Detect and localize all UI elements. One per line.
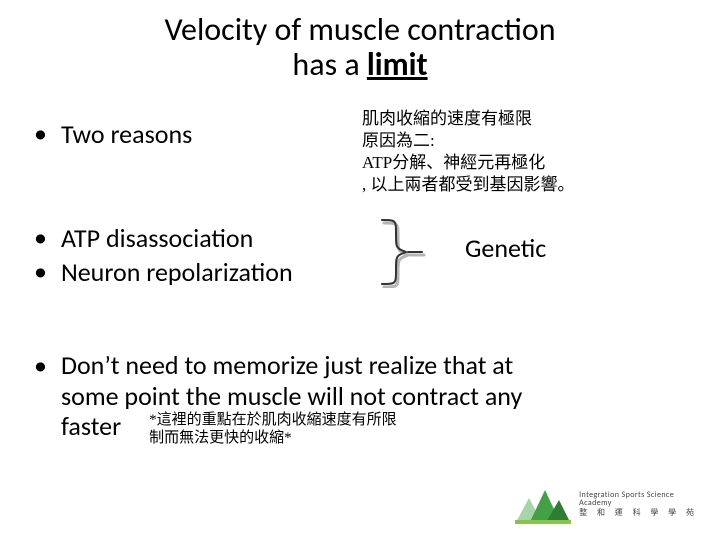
two-reasons-bullet: • Two reasons	[34, 118, 192, 150]
slide: Velocity of muscle contraction has a lim…	[0, 0, 720, 540]
curly-brace-icon	[376, 216, 426, 288]
bullet-icon: •	[34, 222, 47, 253]
dont-text: Don’t need to memorize just realize that…	[61, 350, 522, 447]
cn2-line-1: *這裡的重點在於肌肉收縮速度有所限	[149, 411, 397, 429]
bullet-icon: •	[34, 256, 47, 287]
chinese-annotation-2: *這裡的重點在於肌肉收縮速度有所限 制而無法更快的收縮*	[149, 411, 397, 447]
cn2-line-2: 制而無法更快的收縮*	[149, 429, 397, 447]
dont-line-1: Don’t need to memorize just realize that…	[61, 350, 522, 381]
cn1-line-2: 原因為二:	[362, 130, 575, 152]
dont-line-3: faster	[61, 411, 121, 442]
cn1-line-3: ATP分解、神經元再極化	[362, 152, 575, 174]
logo-text: Integration Sports Science Academy 整 和 運…	[579, 491, 698, 517]
title-line-2-prefix: has a	[292, 45, 366, 84]
logo-en-line-2: Academy	[579, 499, 698, 507]
chinese-annotation-1: 肌肉收縮的速度有極限 原因為二: ATP分解、神經元再極化 , 以上兩者都受到基…	[362, 108, 575, 196]
cn1-line-4: , 以上兩者都受到基因影響。	[362, 174, 575, 196]
title-line-2-emph: limit	[367, 45, 428, 84]
list-item: • ATP disassociation	[34, 222, 293, 254]
title-line-2: has a limit	[0, 47, 720, 82]
dont-line-2: some point the muscle will not contract …	[61, 381, 522, 412]
cn1-line-1: 肌肉收縮的速度有極限	[362, 108, 575, 130]
dont-memorize-block: • Don’t need to memorize just realize th…	[34, 350, 688, 447]
logo-mark-icon	[515, 484, 571, 524]
list-item: • Neuron repolarization	[34, 256, 293, 288]
two-reasons-label: Two reasons	[61, 118, 192, 150]
bullet-icon: •	[34, 350, 47, 381]
genetic-label: Genetic	[465, 232, 546, 264]
reason-1-label: ATP disassociation	[61, 222, 253, 254]
bullet-icon: •	[34, 118, 47, 149]
title-line-1: Velocity of muscle contraction	[0, 12, 720, 47]
reason-2-label: Neuron repolarization	[61, 256, 293, 288]
reasons-list: • ATP disassociation • Neuron repolariza…	[34, 222, 293, 290]
logo-cn-line: 整 和 運 科 學 學 苑	[579, 509, 698, 517]
logo: Integration Sports Science Academy 整 和 運…	[515, 484, 698, 524]
slide-title: Velocity of muscle contraction has a lim…	[0, 12, 720, 82]
